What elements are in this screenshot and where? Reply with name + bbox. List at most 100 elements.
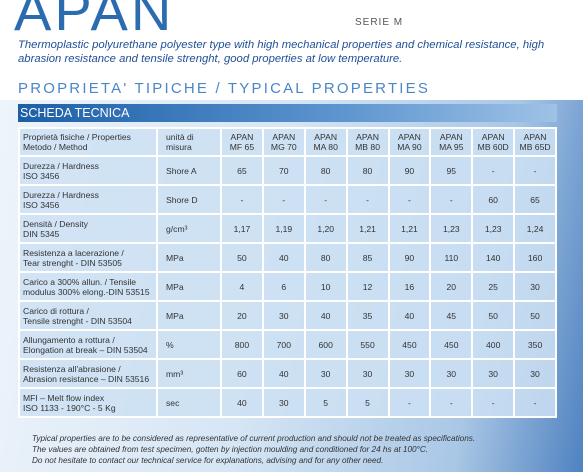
table-cell: g/cm³ bbox=[156, 213, 222, 244]
table-cell: 35 bbox=[345, 300, 390, 331]
header-row: Proprietà fisiche / Properties Metodo / … bbox=[18, 127, 557, 157]
table-row: Durezza / Hardness ISO 3456 Shore D------… bbox=[18, 184, 557, 215]
table-cell: 65 bbox=[220, 155, 264, 186]
table-cell: - bbox=[513, 155, 557, 186]
table-cell: 110 bbox=[429, 242, 474, 273]
table-cell: 50 bbox=[513, 300, 557, 331]
table: Proprietà fisiche / Properties Metodo / … bbox=[18, 127, 557, 418]
table-cell: 40 bbox=[387, 300, 432, 331]
table-row: Durezza / Hardness ISO 3456 Shore A 65 70 80… bbox=[18, 155, 557, 186]
table-cell: - bbox=[303, 184, 348, 215]
table-cell: 40 bbox=[261, 242, 306, 273]
table-cell: 80 bbox=[345, 155, 390, 186]
table-row: Carico di rottura / Tensile strenght - D… bbox=[18, 300, 557, 331]
column-header: unità di misura bbox=[156, 127, 222, 157]
footnote: Do not hesitate to contact our technical… bbox=[32, 456, 384, 465]
table-cell: 60 bbox=[220, 358, 264, 389]
table-cell: Carico di rottura / Tensile strenght - D… bbox=[18, 300, 158, 331]
table-cell: 1,24 bbox=[513, 213, 557, 244]
section-title: PROPRIETA' TIPICHE / TYPICAL PROPERTIES bbox=[18, 80, 431, 97]
table-cell: 5 bbox=[303, 387, 348, 418]
table-cell: 16 bbox=[387, 271, 432, 302]
footnotes: Typical properties are to be considered … bbox=[32, 433, 475, 466]
table-cell: 1,17 bbox=[220, 213, 264, 244]
table-cell: 60 bbox=[471, 184, 516, 215]
table-cell: - bbox=[513, 387, 557, 418]
table-cell: 1,21 bbox=[345, 213, 390, 244]
table-cell: 12 bbox=[345, 271, 390, 302]
table-cell: 800 bbox=[220, 329, 264, 360]
table-cell: 40 bbox=[303, 300, 348, 331]
footnote: Typical properties are to be considered … bbox=[32, 434, 476, 443]
table-cell: 20 bbox=[220, 300, 264, 331]
table-row: Resistenza all'abrasione / Abrasion resi… bbox=[18, 358, 557, 389]
table-cell: - bbox=[429, 387, 474, 418]
footnote: The values are obtained from test specim… bbox=[32, 445, 429, 454]
table-cell: MPa bbox=[156, 300, 222, 331]
table-cell: 40 bbox=[261, 358, 306, 389]
table-cell: % bbox=[156, 329, 222, 360]
column-header: APAN MA 95 bbox=[429, 127, 474, 157]
table-cell: 65 bbox=[513, 184, 557, 215]
table-cell: - bbox=[220, 184, 264, 215]
table-title: SCHEDA TECNICA bbox=[18, 104, 557, 122]
table-cell: Durezza / Hardness ISO 3456 bbox=[18, 155, 158, 186]
table-cell: Resistenza a lacerazione / Tear strenght… bbox=[18, 242, 158, 273]
table-cell: - bbox=[471, 155, 516, 186]
table-cell: 1,19 bbox=[261, 213, 306, 244]
table-cell: 30 bbox=[261, 300, 306, 331]
table-cell: - bbox=[471, 387, 516, 418]
table-cell: - bbox=[429, 184, 474, 215]
table-row: MFI – Melt flow index ISO 1133 - 190°C -… bbox=[18, 387, 557, 418]
table-cell: Shore A bbox=[156, 155, 222, 186]
column-header: APAN MA 80 bbox=[303, 127, 348, 157]
table-cell: Carico a 300% allun. / Tensile modulus 3… bbox=[18, 271, 158, 302]
description: Thermoplastic polyurethane polyester typ… bbox=[18, 39, 545, 65]
table-cell: 30 bbox=[513, 271, 557, 302]
table-cell: 50 bbox=[220, 242, 264, 273]
title: APAN bbox=[14, 0, 175, 42]
table-cell: Allungamento a rottura / Elongation at b… bbox=[18, 329, 158, 360]
table-cell: Densità / Density DIN 5345 bbox=[18, 213, 158, 244]
table-cell: 160 bbox=[513, 242, 557, 273]
table-cell: Shore D bbox=[156, 184, 222, 215]
table-cell: 550 bbox=[345, 329, 390, 360]
table-cell: 600 bbox=[303, 329, 348, 360]
table-cell: 95 bbox=[429, 155, 474, 186]
table-cell: - bbox=[261, 184, 306, 215]
table-cell: 30 bbox=[303, 358, 348, 389]
table-cell: 450 bbox=[429, 329, 474, 360]
table-cell: 80 bbox=[303, 242, 348, 273]
table-cell: 25 bbox=[471, 271, 516, 302]
table-cell: - bbox=[387, 387, 432, 418]
table-cell: 4 bbox=[220, 271, 264, 302]
table-cell: Resistenza all'abrasione / Abrasion resi… bbox=[18, 358, 158, 389]
table-cell: 45 bbox=[429, 300, 474, 331]
table-cell: 70 bbox=[261, 155, 306, 186]
table-cell: 1,20 bbox=[303, 213, 348, 244]
table-cell: 30 bbox=[387, 358, 432, 389]
table-cell: 30 bbox=[513, 358, 557, 389]
column-header: APAN MA 90 bbox=[387, 127, 432, 157]
table-cell: 6 bbox=[261, 271, 306, 302]
column-header: APAN MB 65D bbox=[513, 127, 557, 157]
table-cell: sec bbox=[156, 387, 222, 418]
table-cell: - bbox=[345, 184, 390, 215]
table-cell: 30 bbox=[429, 358, 474, 389]
column-header: APAN MF 65 bbox=[220, 127, 264, 157]
table-cell: 400 bbox=[471, 329, 516, 360]
table-cell: 1,21 bbox=[387, 213, 432, 244]
table-cell: MPa bbox=[156, 242, 222, 273]
table-cell: 450 bbox=[387, 329, 432, 360]
column-header: APAN MB 80 bbox=[345, 127, 390, 157]
table-row: Allungamento a rottura / Elongation at b… bbox=[18, 329, 557, 360]
series: SERIE M bbox=[355, 17, 404, 28]
table-cell: 10 bbox=[303, 271, 348, 302]
table-cell: Durezza / Hardness ISO 3456 bbox=[18, 184, 158, 215]
table-cell: mm³ bbox=[156, 358, 222, 389]
table-cell: 30 bbox=[261, 387, 306, 418]
table-cell: 140 bbox=[471, 242, 516, 273]
table-cell: 30 bbox=[345, 358, 390, 389]
column-header: APAN MB 60D bbox=[471, 127, 516, 157]
